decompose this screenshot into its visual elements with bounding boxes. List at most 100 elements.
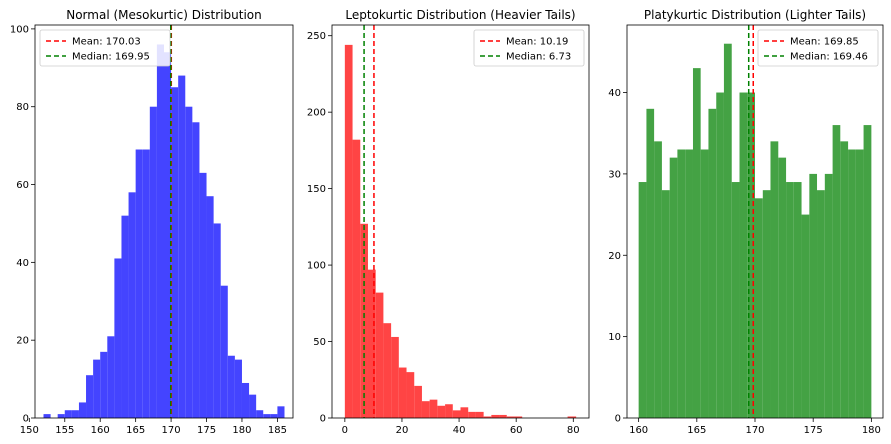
chart-3-ytick-label-30: 30 — [608, 169, 621, 180]
chart-3-bar-14 — [747, 92, 755, 418]
chart-3-bar-8 — [700, 149, 709, 419]
chart-2-bar-6 — [391, 336, 399, 418]
chart-1-xtick-label-175: 175 — [197, 425, 216, 436]
chart-3-bar-26 — [840, 141, 849, 418]
chart-2-bar-1 — [352, 139, 361, 418]
chart-1-bar-19 — [185, 106, 193, 419]
chart-2-ytick-label-150: 150 — [307, 184, 326, 195]
chart-3-legend-label-1: Median: 169.46 — [790, 52, 868, 63]
chart-3-bar-12 — [731, 182, 740, 418]
chart-2-xtick-label-40: 40 — [453, 425, 466, 436]
chart-3-bar-17 — [770, 141, 779, 418]
chart-1-bar-12 — [135, 149, 143, 418]
chart-1-bar-1 — [57, 414, 65, 418]
chart-2-bar-21 — [506, 416, 515, 418]
chart-3-bar-3 — [661, 190, 670, 418]
chart-1-bar-2 — [64, 410, 72, 418]
chart-1-xtick-label-185: 185 — [268, 425, 287, 436]
chart-1-legend-box — [39, 29, 171, 67]
chart-1-bar-8 — [107, 336, 115, 418]
chart-3-bar-27 — [848, 149, 856, 419]
chart-2-ytick-label-100: 100 — [307, 261, 326, 272]
chart-3-bar-1 — [646, 108, 655, 418]
chart-3-ytick-label-20: 20 — [608, 251, 621, 262]
chart-2-ytick-label-50: 50 — [313, 337, 326, 348]
chart-2: 0 20 40 60 80 0 50 100 150 200 250 Leptokurtic Dist… — [307, 8, 590, 436]
chart-1-bar-10 — [121, 215, 129, 418]
chart-1-bar-20 — [192, 122, 200, 418]
chart-3-xtick-label-180: 180 — [862, 425, 881, 436]
chart-1-bar-16 — [164, 52, 172, 419]
chart-1-bar-32 — [277, 406, 285, 418]
chart-2-bar-7 — [398, 367, 407, 418]
chart-2-xtick-label-0: 0 — [342, 425, 348, 436]
chart-3-bar-28 — [855, 149, 864, 419]
chart-3-bar-2 — [654, 141, 662, 418]
chart-2-xtick-label-80: 80 — [567, 425, 580, 436]
chart-1-xtick-label-150: 150 — [20, 425, 39, 436]
chart-1-bar-24 — [220, 285, 228, 418]
chart-2-bar-0 — [344, 44, 353, 418]
chart-1-legend-label-1: Median: 169.95 — [72, 52, 150, 63]
chart-2-bar-14 — [452, 410, 461, 418]
chart-3-bar-9 — [708, 108, 717, 418]
chart-1-ytick-label-40: 40 — [16, 258, 29, 269]
chart-3-xtick-label-170: 170 — [745, 425, 764, 436]
chart-1-bar-11 — [128, 192, 136, 418]
chart-1-bar-13 — [142, 149, 150, 418]
chart-1-ytick-label-20: 20 — [16, 336, 29, 347]
chart-3-bar-21 — [801, 214, 810, 418]
chart-2-bar-3 — [367, 269, 376, 418]
chart-1-bar-26 — [234, 359, 242, 418]
chart-2-axes-frame — [331, 24, 590, 419]
chart-1-bar-23 — [213, 223, 221, 418]
chart-2-legend-label-1: Median: 6.73 — [506, 52, 571, 63]
chart-1-legend: Mean: 170.03 Median: 169.95 — [39, 29, 171, 67]
chart-1-bar-6 — [93, 359, 101, 418]
chart-2-legend-label-0: Mean: 10.19 — [506, 37, 568, 48]
chart-1-bar-30 — [263, 414, 271, 418]
chart-1-bar-7 — [100, 351, 108, 418]
chart-2-ytick-label-0: 0 — [320, 414, 326, 425]
chart-2-bar-20 — [499, 414, 507, 418]
chart-1-xtick-label-160: 160 — [91, 425, 110, 436]
chart-2-bar-10 — [421, 401, 430, 418]
chart-3: 160 165 170 175 180 0 10 20 30 40 Platykurtic Dist… — [608, 8, 884, 436]
chart-2-bar-9 — [414, 385, 422, 418]
chart-1-legend-label-0: Mean: 170.03 — [72, 37, 141, 48]
chart-1-bar-17 — [171, 87, 179, 418]
chart-3-legend-box — [757, 29, 879, 67]
chart-2-bar-8 — [406, 372, 415, 418]
chart-1-bar-5 — [86, 375, 94, 418]
chart-2-ytick-label-250: 250 — [307, 31, 326, 42]
chart-1-xtick-label-165: 165 — [126, 425, 145, 436]
chart-1: 150 155 160 165 170 175 180 185 0 20 40 60 80 100 Norm… — [10, 8, 294, 436]
chart-3-xtick-label-165: 165 — [687, 425, 706, 436]
chart-2-xtick-label-60: 60 — [510, 425, 523, 436]
chart-3-xtick-label-175: 175 — [804, 425, 823, 436]
chart-3-bar-11 — [723, 43, 732, 419]
chart-1-bar-25 — [227, 355, 235, 418]
chart-2-bar-19 — [491, 414, 500, 418]
chart-1-bar-29 — [256, 410, 264, 418]
chart-3-bar-10 — [716, 92, 724, 418]
chart-2-legend-box — [473, 29, 585, 67]
chart-2-bar-2 — [360, 223, 368, 418]
chart-2-bar-22 — [514, 416, 523, 418]
chart-1-ytick-label-60: 60 — [16, 180, 29, 191]
chart-3-bar-23 — [817, 190, 825, 418]
chart-2-xtick-label-20: 20 — [396, 425, 409, 436]
chart-3-bar-16 — [762, 190, 771, 418]
chart-2-bar-17 — [475, 411, 484, 418]
chart-2-legend: Mean: 10.19 Median: 6.73 — [473, 29, 585, 67]
chart-1-xtick-label-170: 170 — [162, 425, 181, 436]
chart-3-ytick-label-0: 0 — [615, 414, 621, 425]
chart-2-bar-18 — [483, 416, 492, 418]
chart-3-ytick-label-10: 10 — [608, 332, 621, 343]
chart-1-bar-28 — [249, 394, 257, 418]
chart-1-bar-15 — [156, 44, 164, 419]
chart-2-bar-5 — [383, 323, 392, 418]
chart-3-bar-24 — [824, 173, 833, 418]
chart-1-bar-0 — [43, 414, 51, 418]
